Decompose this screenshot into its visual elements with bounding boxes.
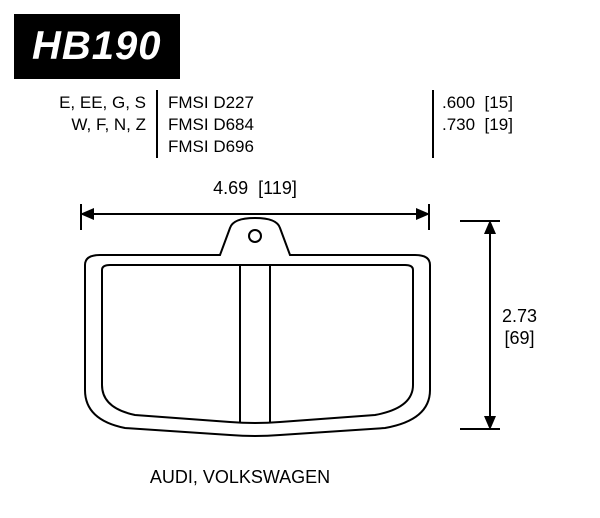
width-dim-text: 4.69 [119]	[80, 178, 430, 199]
thickness-mm: 15	[489, 93, 508, 112]
thickness-in: .730	[442, 115, 475, 134]
thickness-in: .600	[442, 93, 475, 112]
thickness-row: .600 [15]	[442, 92, 513, 114]
vehicle-applications: AUDI, VOLKSWAGEN	[0, 467, 480, 488]
codes-line: W, F, N, Z	[34, 114, 146, 136]
height-in: 2.73	[502, 306, 537, 326]
codes-line: E, EE, G, S	[34, 92, 146, 114]
width-mm: 119	[263, 178, 292, 198]
brake-pad-diagram	[80, 210, 440, 440]
divider	[156, 90, 158, 158]
height-dimension: 2.73 [69]	[460, 220, 580, 430]
width-in: 4.69	[213, 178, 248, 198]
divider	[432, 90, 434, 158]
info-row: E, EE, G, S W, F, N, Z FMSI D227 FMSI D6…	[0, 92, 600, 162]
fmsi-line: FMSI D684	[168, 114, 254, 136]
thickness-mm: 19	[489, 115, 508, 134]
fmsi-codes: FMSI D227 FMSI D684 FMSI D696	[168, 92, 254, 158]
fmsi-line: FMSI D696	[168, 136, 254, 158]
height-mm: 69	[510, 328, 530, 348]
fmsi-line: FMSI D227	[168, 92, 254, 114]
height-dim-text: 2.73 [69]	[502, 305, 537, 349]
part-number-label: HB190	[14, 14, 180, 79]
thickness-list: .600 [15] .730 [19]	[442, 92, 513, 136]
compound-codes: E, EE, G, S W, F, N, Z	[34, 92, 146, 136]
thickness-row: .730 [19]	[442, 114, 513, 136]
